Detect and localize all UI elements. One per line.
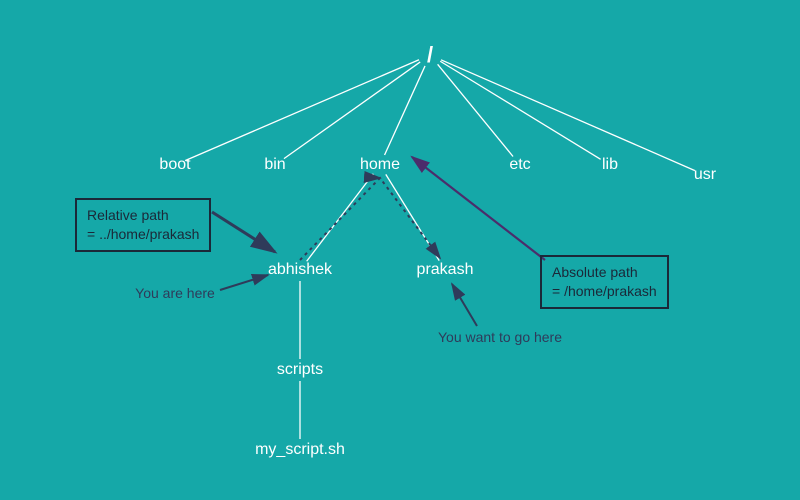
- node-etc: etc: [509, 156, 530, 174]
- node-root: /: [427, 42, 433, 68]
- node-prakash: prakash: [417, 261, 474, 279]
- node-lib: lib: [602, 156, 618, 174]
- absolute-path-box: Absolute path = /home/prakash: [540, 255, 669, 309]
- relative-path-line2: = ../home/prakash: [87, 226, 199, 242]
- node-abhishek: abhishek: [268, 261, 332, 279]
- node-home: home: [360, 156, 400, 174]
- node-my-script: my_script.sh: [255, 441, 345, 459]
- absolute-path-line2: = /home/prakash: [552, 283, 657, 299]
- absolute-path-line1: Absolute path: [552, 264, 638, 280]
- relative-path-box: Relative path = ../home/prakash: [75, 198, 211, 252]
- you-are-here-label: You are here: [135, 285, 215, 301]
- node-scripts: scripts: [277, 361, 323, 379]
- node-bin: bin: [264, 156, 285, 174]
- you-want-to-go-label: You want to go here: [438, 329, 562, 345]
- node-boot: boot: [159, 156, 190, 174]
- node-usr: usr: [694, 166, 716, 184]
- relative-path-line1: Relative path: [87, 207, 169, 223]
